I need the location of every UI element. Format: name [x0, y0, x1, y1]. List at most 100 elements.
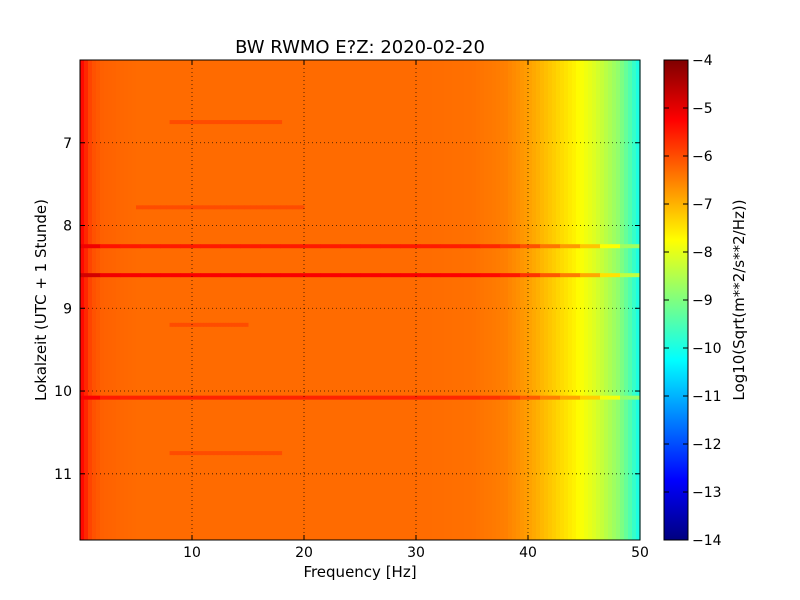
heatmap-band	[186, 322, 190, 327]
heatmap-band	[120, 273, 141, 278]
heatmap-column	[596, 60, 601, 540]
colorbar-tick-label: −5	[692, 101, 713, 117]
heatmap-column	[244, 60, 249, 540]
heatmap-band	[253, 120, 259, 125]
heatmap-band	[180, 322, 185, 327]
heatmap-column	[224, 60, 229, 540]
heatmap-band	[257, 120, 263, 125]
heatmap-band	[480, 395, 501, 400]
heatmap-band	[142, 205, 149, 210]
colorbar-tick-label: −9	[692, 293, 713, 309]
heatmap-column	[320, 60, 325, 540]
heatmap-band	[400, 244, 421, 249]
heatmap-column	[152, 60, 157, 540]
heatmap-band	[206, 322, 210, 327]
heatmap-column	[92, 60, 97, 540]
heatmap-column	[156, 60, 161, 540]
heatmap-column	[412, 60, 417, 540]
heatmap-band	[540, 244, 561, 249]
heatmap-column	[264, 60, 269, 540]
heatmap-column	[360, 60, 365, 540]
heatmap-column	[516, 60, 521, 540]
y-axis-label: Lokalzeit (UTC + 1 Stunde)	[32, 199, 50, 401]
heatmap-band	[183, 322, 187, 327]
heatmap-band	[213, 120, 219, 125]
heatmap-column	[544, 60, 549, 540]
heatmap-column	[180, 60, 185, 540]
heatmap-column	[144, 60, 149, 540]
heatmap-band	[286, 205, 293, 210]
heatmap-band	[280, 273, 301, 278]
heatmap-band	[320, 273, 341, 278]
heatmap-band	[194, 322, 199, 327]
heatmap-column	[216, 60, 221, 540]
heatmap-band	[166, 205, 173, 210]
heatmap-column	[420, 60, 425, 540]
heatmap-band	[200, 244, 221, 249]
heatmap-band	[580, 244, 601, 249]
heatmap-band	[540, 395, 561, 400]
heatmap-band	[181, 451, 187, 456]
heatmap-band	[273, 451, 279, 456]
heatmap-band	[160, 205, 167, 210]
heatmap-band	[140, 244, 161, 249]
heatmap-band	[320, 395, 341, 400]
heatmap-band	[242, 322, 246, 327]
heatmap-band	[580, 395, 601, 400]
heatmap-band	[173, 120, 179, 125]
heatmap-band	[217, 120, 223, 125]
heatmap-band	[460, 395, 481, 400]
heatmap-band	[120, 395, 141, 400]
y-tick-label: 8	[63, 219, 72, 235]
heatmap-column	[592, 60, 597, 540]
heatmap-column	[248, 60, 253, 540]
heatmap-band	[241, 120, 247, 125]
heatmap-column	[604, 60, 609, 540]
heatmap-band	[193, 451, 199, 456]
heatmap-band	[120, 244, 141, 249]
heatmap-band	[600, 273, 621, 278]
heatmap-band	[520, 244, 541, 249]
heatmap-band	[620, 244, 641, 249]
heatmap-band	[197, 120, 203, 125]
heatmap-band	[173, 451, 179, 456]
heatmap-band	[380, 244, 401, 249]
heatmap-band	[231, 322, 235, 327]
heatmap-band	[140, 395, 161, 400]
heatmap-band	[238, 205, 245, 210]
heatmap-band	[148, 205, 155, 210]
heatmap-band	[560, 273, 581, 278]
x-axis-label: Frequency [Hz]	[303, 563, 416, 581]
heatmap-band	[400, 273, 421, 278]
heatmap-column	[308, 60, 313, 540]
heatmap-band	[560, 395, 581, 400]
heatmap-column	[512, 60, 517, 540]
heatmap-band	[232, 205, 239, 210]
heatmap-column	[568, 60, 573, 540]
heatmap-band	[234, 322, 238, 327]
heatmap-column	[236, 60, 241, 540]
heatmap-column	[376, 60, 381, 540]
heatmap-band	[80, 244, 101, 249]
heatmap-band	[268, 205, 275, 210]
heatmap-band	[420, 395, 441, 400]
heatmap-band	[185, 451, 191, 456]
heatmap-band	[202, 205, 209, 210]
heatmap-column	[464, 60, 469, 540]
heatmap-column	[552, 60, 557, 540]
x-tick-label: 10	[183, 545, 201, 561]
heatmap-band	[185, 120, 191, 125]
heatmap-column	[328, 60, 333, 540]
heatmap-band	[180, 273, 201, 278]
heatmap-column	[260, 60, 265, 540]
heatmap-band	[440, 244, 461, 249]
heatmap-column	[240, 60, 245, 540]
heatmap-band	[245, 120, 251, 125]
heatmap-band	[233, 120, 239, 125]
heatmap-band	[265, 451, 271, 456]
heatmap-band	[400, 395, 421, 400]
heatmap-band	[209, 120, 215, 125]
heatmap-band	[360, 244, 381, 249]
heatmap-band	[249, 451, 255, 456]
heatmap-column	[536, 60, 541, 540]
